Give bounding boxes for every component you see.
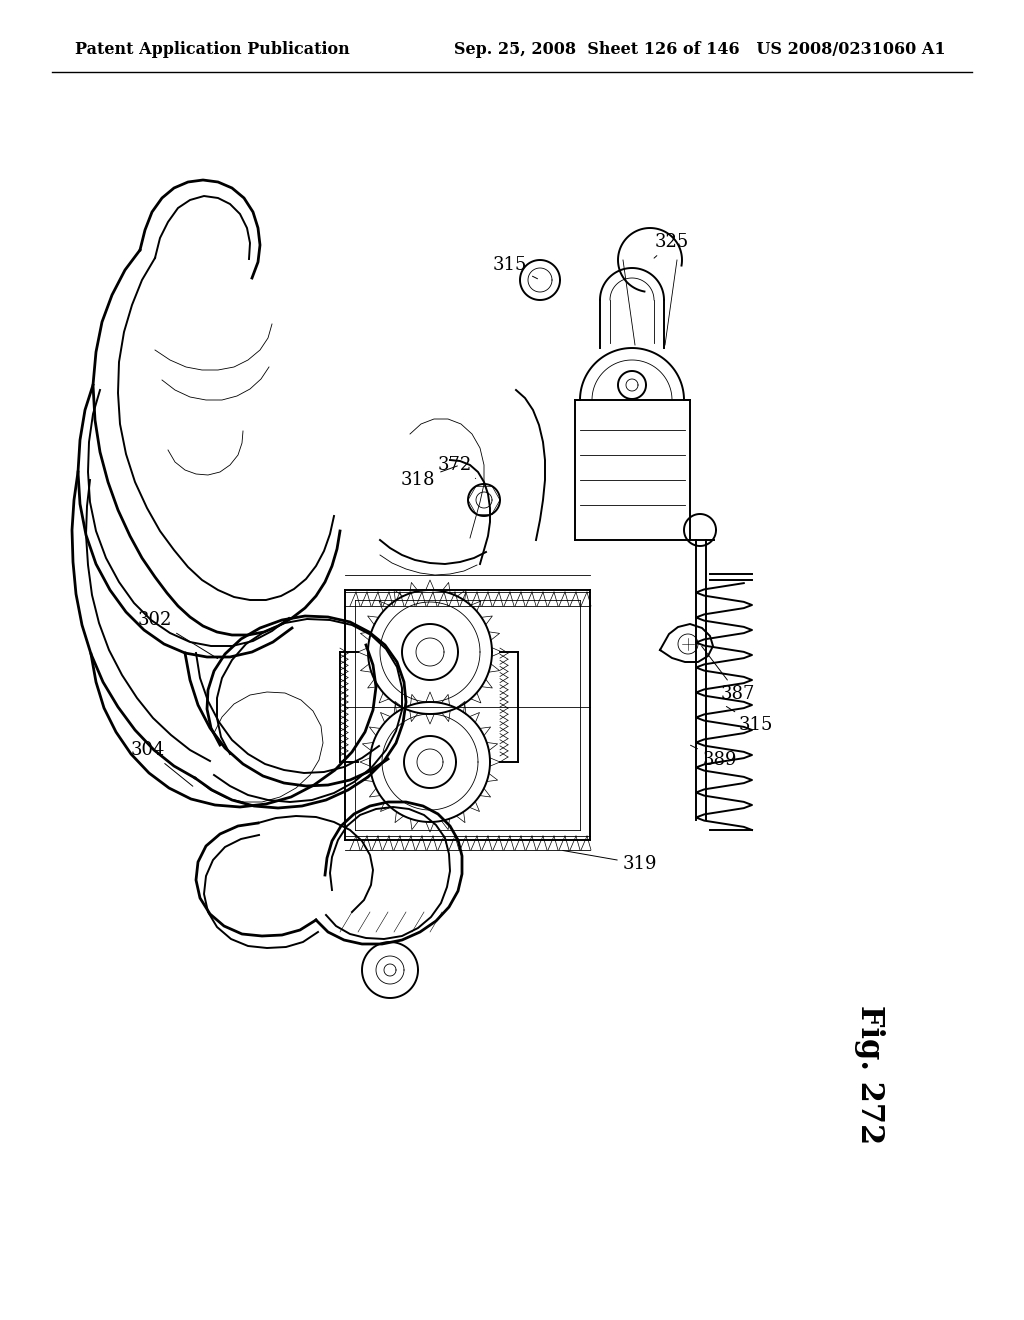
- Text: 325: 325: [654, 234, 689, 259]
- Text: Sep. 25, 2008  Sheet 126 of 146   US 2008/0231060 A1: Sep. 25, 2008 Sheet 126 of 146 US 2008/0…: [455, 41, 946, 58]
- Text: 304: 304: [131, 741, 193, 787]
- Text: 372: 372: [438, 455, 476, 478]
- Text: 318: 318: [400, 466, 458, 488]
- Text: 315: 315: [726, 706, 773, 734]
- Text: Patent Application Publication: Patent Application Publication: [75, 41, 350, 58]
- Text: Fig. 272: Fig. 272: [854, 1006, 886, 1144]
- Text: 302: 302: [138, 611, 218, 659]
- Text: 389: 389: [690, 746, 737, 770]
- Text: 319: 319: [563, 850, 657, 873]
- Text: 387: 387: [701, 647, 755, 704]
- Text: 315: 315: [493, 256, 538, 279]
